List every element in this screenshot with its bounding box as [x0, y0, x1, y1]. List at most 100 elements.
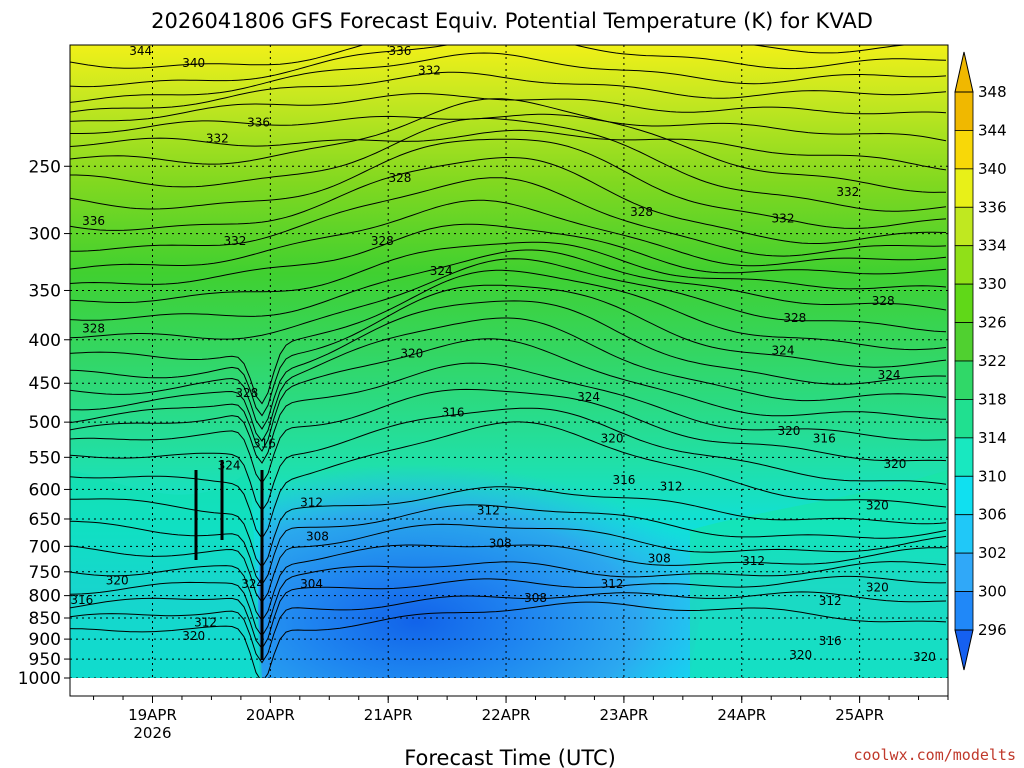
y-tick-label: 750 — [29, 563, 61, 583]
contour-line — [70, 504, 947, 586]
grid-lines — [70, 45, 948, 678]
contour-labels: 344 340 336 332 336 332 328 332 336 332 328 328 332 3… — [70, 45, 936, 664]
contour-line — [70, 177, 947, 257]
colorbar: 296 300 302 306 310 314 318 322 326 330 334 336 340 3… — [954, 51, 1007, 671]
colorbar-label: 322 — [978, 352, 1007, 370]
colorbar-swatch — [954, 514, 974, 554]
contour-line — [70, 407, 947, 512]
cold-region — [258, 452, 709, 678]
contour-label: 308 — [489, 537, 512, 551]
contour-line — [70, 284, 947, 417]
contour-label: 328 — [371, 234, 394, 248]
colorbar-arrow-bottom — [954, 629, 974, 671]
contour-line — [70, 199, 947, 270]
y-tick-label: 950 — [29, 650, 61, 670]
contour-line — [70, 544, 947, 622]
contour-label: 320 — [601, 432, 624, 446]
contour-label: 320 — [777, 424, 800, 438]
contour-label: 308 — [306, 530, 329, 544]
contour-label: 312 — [300, 496, 323, 510]
colorbar-swatch — [954, 130, 974, 170]
contour-label: 328 — [630, 205, 653, 219]
contour-label: 332 — [836, 185, 859, 199]
contour-line — [70, 362, 947, 464]
y-tick-label: 700 — [29, 537, 61, 557]
x-tick-label: 22APR — [482, 706, 531, 724]
contour-label: 332 — [772, 211, 795, 225]
contour-line — [70, 71, 947, 113]
plot-area: 344 340 336 332 336 332 328 332 336 332 328 328 332 3… — [70, 45, 948, 678]
y-tick-label: 550 — [29, 448, 61, 468]
contour-label: 324 — [218, 458, 241, 472]
contour-label: 312 — [742, 554, 765, 568]
contour-label: 328 — [783, 311, 806, 325]
colorbar-swatch — [954, 245, 974, 285]
contour-label: 316 — [612, 473, 635, 487]
warm-moist-low-left — [70, 470, 262, 678]
x-tick-label: 23APR — [599, 706, 648, 724]
contour-line — [70, 93, 947, 122]
contour-label: 320 — [182, 629, 205, 643]
colorbar-swatch — [954, 206, 974, 247]
colorbar-swatch — [954, 168, 974, 208]
contour-label: 308 — [648, 551, 671, 565]
contour-label: 324 — [577, 390, 600, 404]
contour-label: 324 — [772, 344, 795, 358]
contour-line — [70, 129, 947, 171]
contour-line — [70, 338, 947, 452]
y-tick-label: 1000 — [18, 669, 61, 689]
x-tick-sublabel: 2026 — [133, 724, 171, 742]
colorbar-label: 318 — [978, 390, 1007, 408]
contour-label: 332 — [206, 132, 229, 146]
contour-label: 324 — [878, 368, 901, 382]
colorbar-label: 340 — [978, 160, 1007, 178]
colorbar-arrow-top — [954, 51, 974, 93]
contour-label: 320 — [866, 581, 889, 595]
contour-line — [70, 156, 947, 244]
credit-text: coolwx.com/modelts — [853, 746, 1016, 764]
colorbar-label: 330 — [978, 275, 1007, 293]
y-tick-label: 400 — [29, 331, 61, 351]
contour-label: 312 — [601, 577, 624, 591]
contour-line — [70, 561, 947, 638]
y-tick-label: 450 — [29, 374, 61, 394]
colorbar-swatch — [954, 91, 974, 131]
contour-label: 332 — [418, 64, 441, 78]
y-tick-label: 500 — [29, 413, 61, 433]
colorbar-label: 300 — [978, 583, 1007, 601]
contour-line — [70, 241, 947, 303]
contour-line — [70, 223, 947, 285]
y-tick-label: 900 — [29, 630, 61, 650]
contour-label: 320 — [866, 499, 889, 513]
colorbar-swatch — [954, 322, 974, 362]
contour-label: 320 — [106, 574, 129, 588]
contour-line — [70, 486, 947, 569]
colorbar-swatch — [954, 360, 974, 400]
contour-line — [70, 591, 947, 664]
y-tick-label: 350 — [29, 281, 61, 301]
colorbar-label: 302 — [978, 544, 1007, 562]
y-tick-label: 800 — [29, 587, 61, 607]
contour-label: 320 — [913, 650, 936, 664]
contour-label: 340 — [182, 56, 205, 70]
colorbar-swatch — [954, 283, 974, 323]
contour-line — [70, 269, 947, 405]
colorbar-swatch — [954, 399, 974, 439]
colorbar-label: 306 — [978, 506, 1007, 524]
colorbar-label: 310 — [978, 467, 1007, 485]
contour-line — [70, 52, 947, 103]
contour-label: 328 — [872, 294, 895, 308]
y-tick-label: 600 — [29, 480, 61, 500]
contour-label: 328 — [389, 171, 412, 185]
contour-label: 336 — [247, 115, 270, 129]
contour-label: 316 — [442, 405, 465, 419]
contour-label: 320 — [884, 457, 907, 471]
colorbar-label: 336 — [978, 198, 1007, 216]
contour-line — [70, 523, 947, 604]
contour-line — [70, 601, 947, 678]
x-tick-label: 25APR — [835, 706, 884, 724]
contour-label: 320 — [789, 648, 812, 662]
contour-label: 316 — [813, 432, 836, 446]
